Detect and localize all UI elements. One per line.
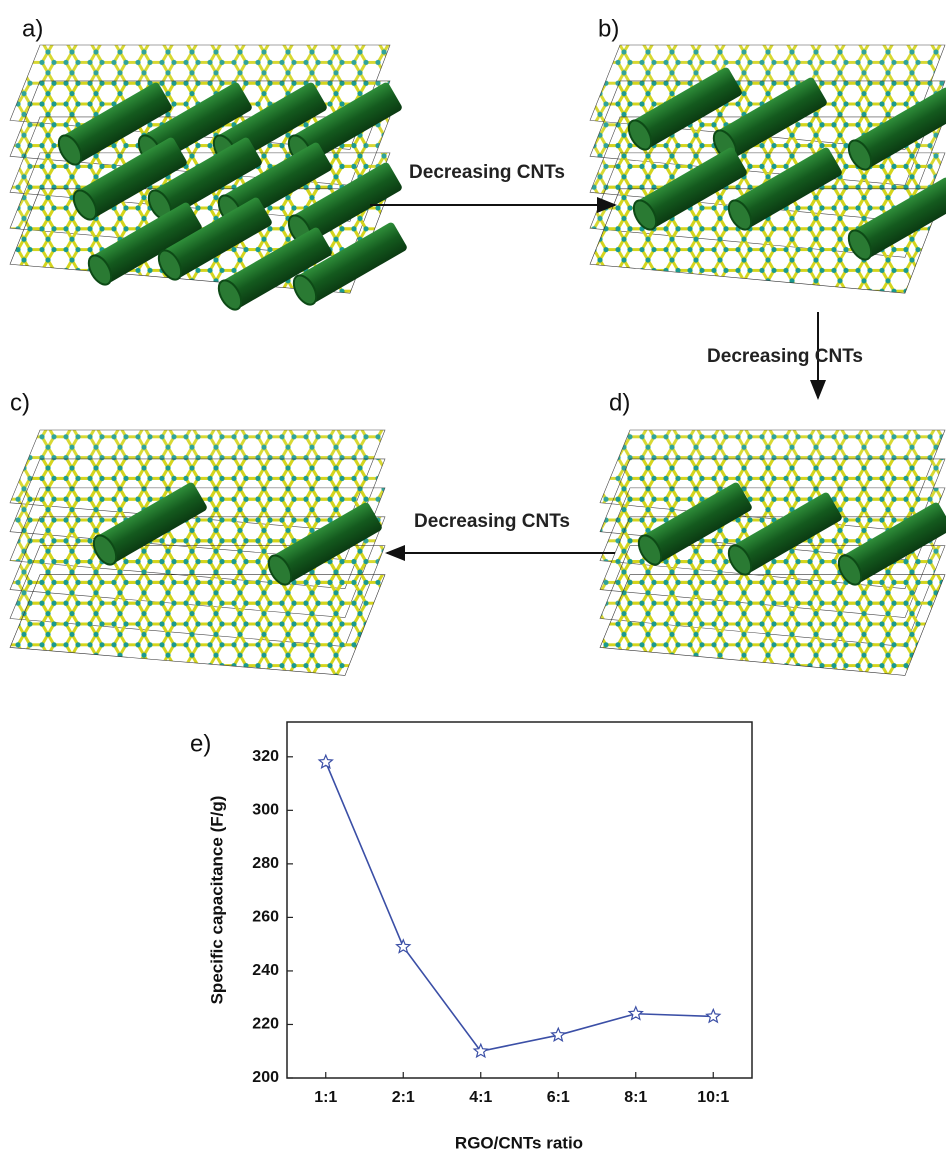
graphene-layer [600,575,945,676]
arrow-label: Decreasing CNTs [707,346,863,367]
y-tick-label: 300 [252,802,279,819]
y-tick-label: 200 [252,1069,279,1086]
x-tick-label: 6:1 [547,1089,570,1106]
y-tick-label: 220 [252,1016,279,1033]
x-tick-label: 10:1 [697,1089,729,1106]
panel-label: a) [22,15,43,42]
y-tick-label: 320 [252,748,279,765]
x-tick-label: 2:1 [392,1089,415,1106]
panel-label: b) [598,15,619,42]
chart-label: e) [190,730,211,757]
series-line [326,762,714,1051]
chart: e) RGO/CNTs ratio Specific capacitance (… [190,722,752,1152]
arrow-label: Decreasing CNTs [414,511,570,532]
data-point [552,1028,565,1041]
y-axis-label: Specific capacitance (F/g) [207,796,226,1005]
x-tick-label: 4:1 [469,1089,492,1106]
arrow-label: Decreasing CNTs [409,162,565,183]
data-point [707,1009,720,1022]
plot-frame [287,722,752,1078]
y-tick-label: 240 [252,962,279,979]
y-tick-label: 280 [252,855,279,872]
panel-label: d) [609,389,630,416]
figure: a) b) c) d) Decreasing CNTs Decreasing C… [0,0,946,1156]
data-point [319,755,332,768]
y-tick-label: 260 [252,909,279,926]
graphene-layer [10,575,385,676]
x-tick-label: 8:1 [624,1089,647,1106]
x-axis-label: RGO/CNTs ratio [455,1133,583,1152]
x-tick-label: 1:1 [314,1089,337,1106]
data-point [629,1007,642,1020]
panel-label: c) [10,389,30,416]
data-point [397,940,410,953]
